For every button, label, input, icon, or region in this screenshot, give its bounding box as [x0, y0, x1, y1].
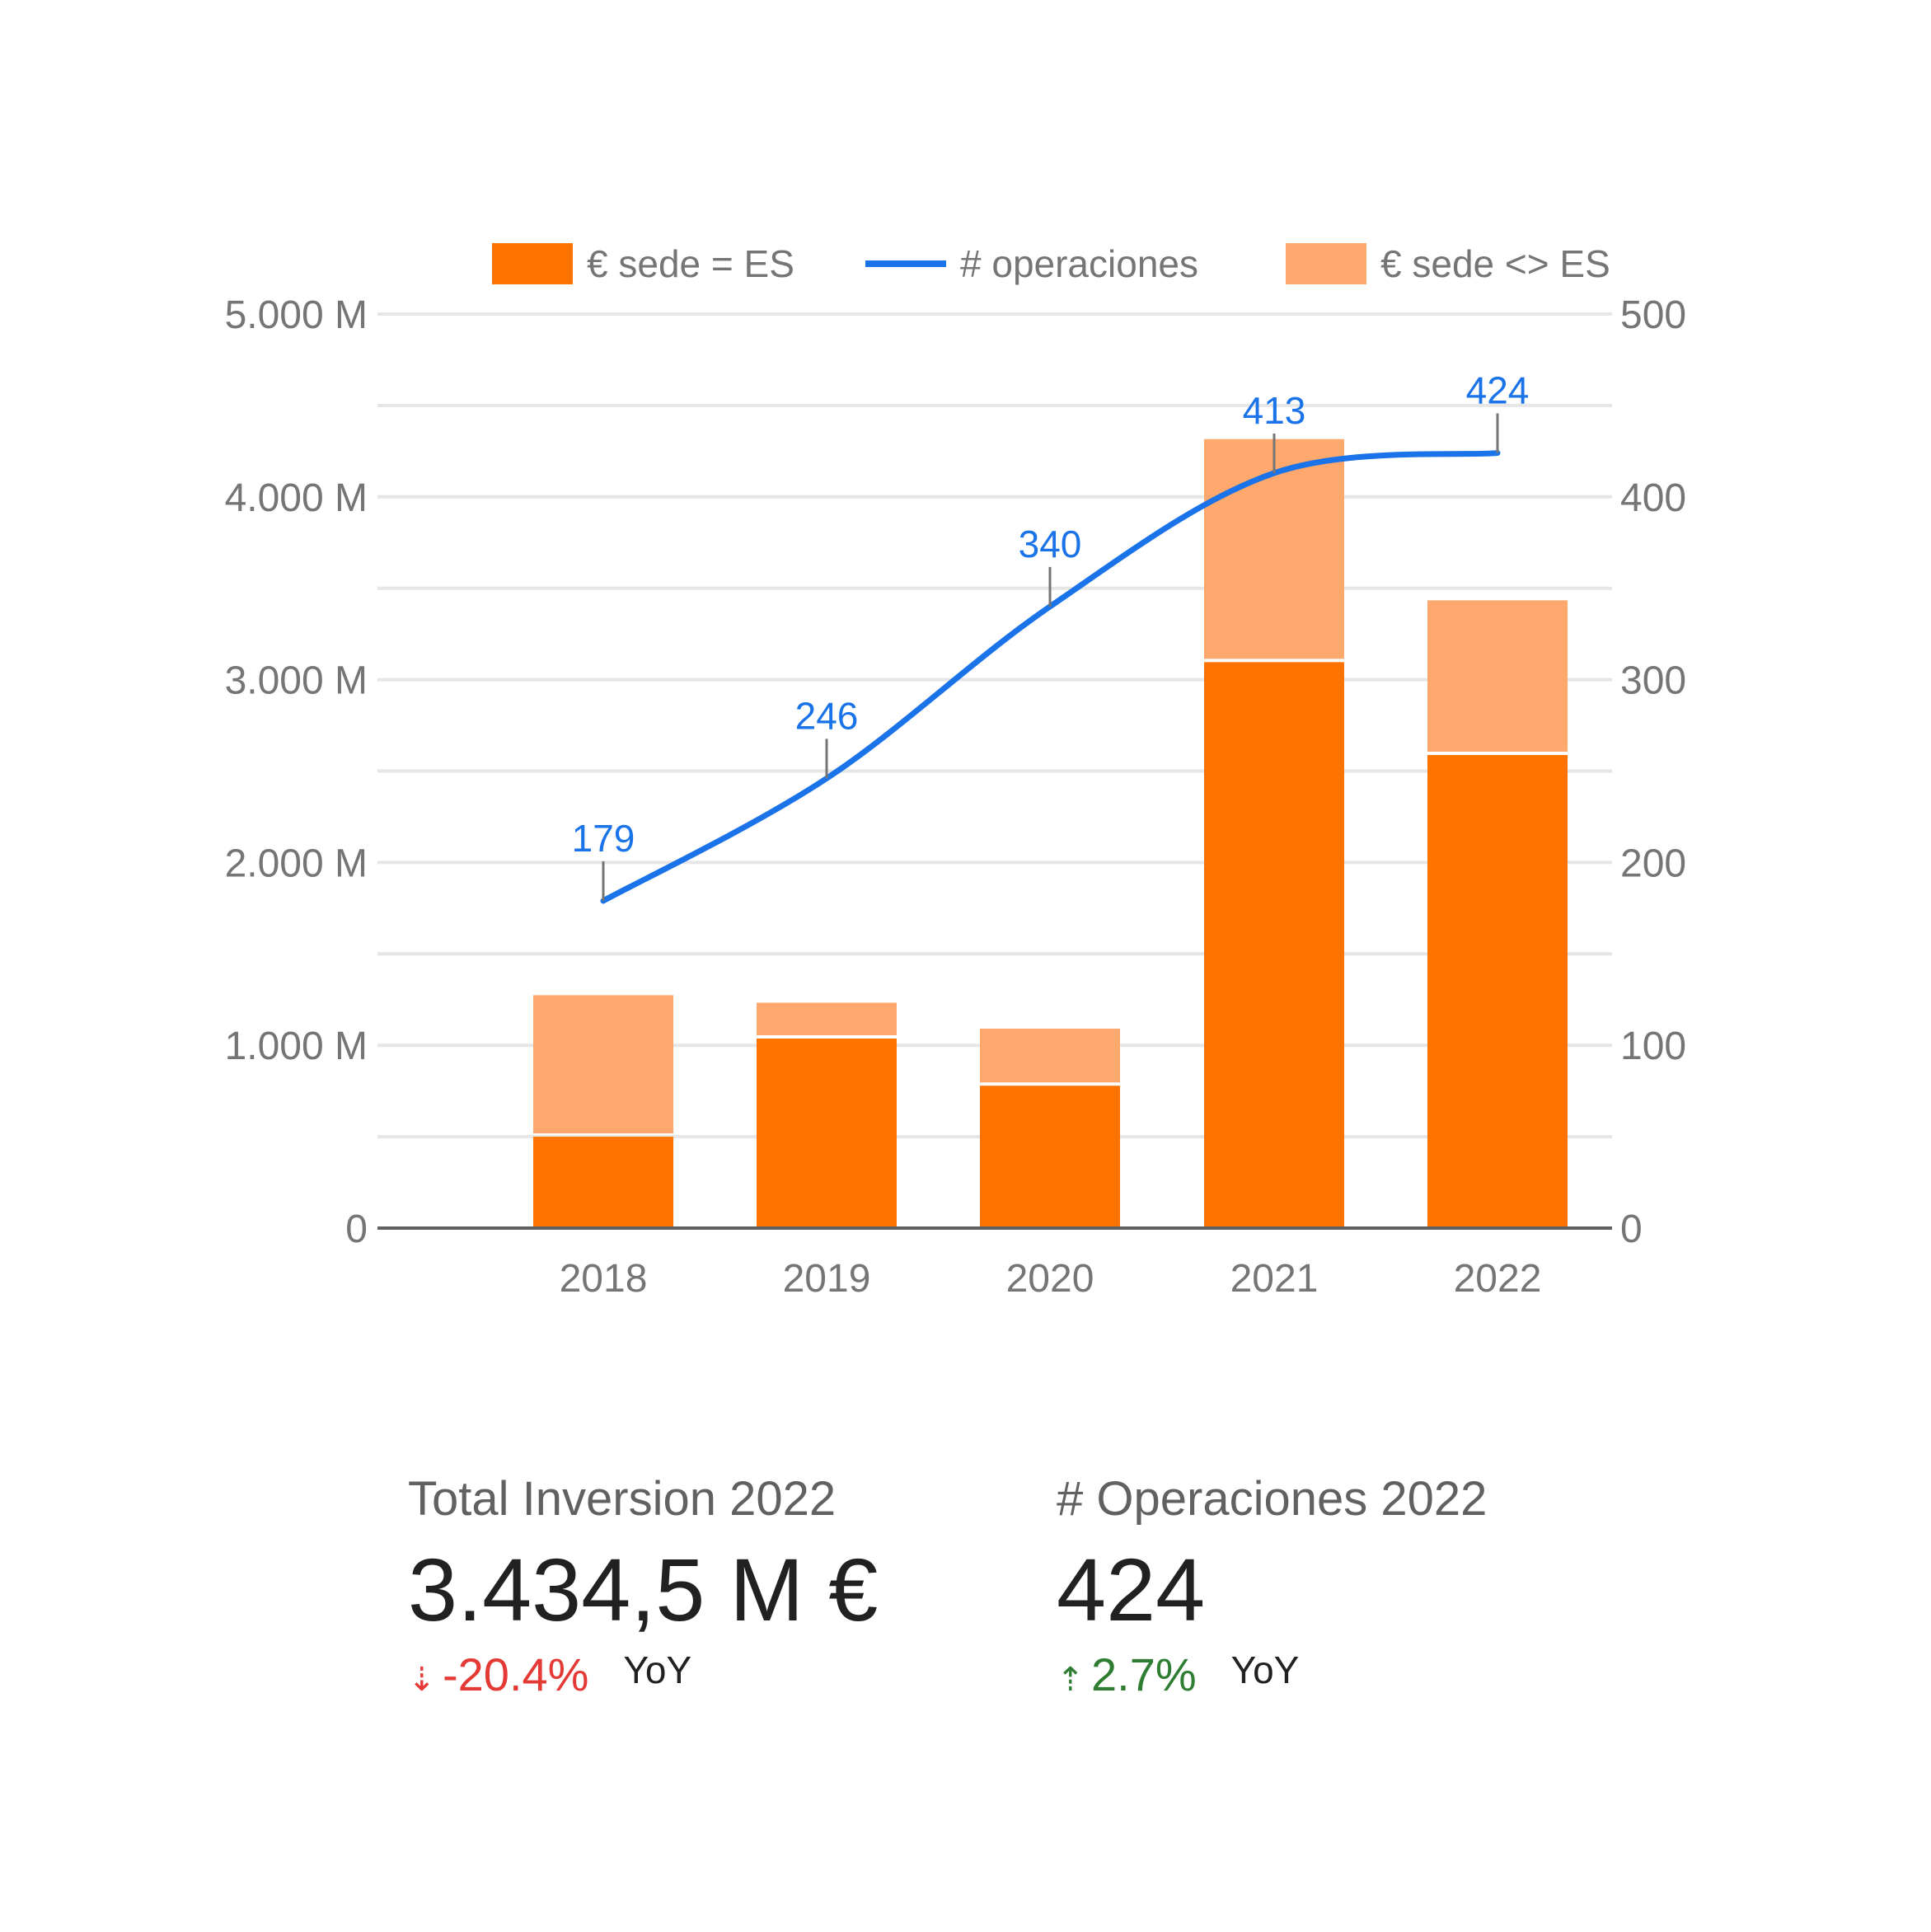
- kpi-operations: # Operaciones 2022 424 ⇡ 2.7% YoY: [1057, 1471, 1487, 1701]
- x-axis-tick: 2018: [560, 1257, 648, 1301]
- legend-item-operaciones[interactable]: # operaciones: [865, 242, 1198, 285]
- kpi-delta: ⇣ -20.4% YoY: [408, 1648, 878, 1701]
- left-axis-tick: 1.000 M: [225, 1025, 368, 1068]
- data-label: 246: [795, 694, 859, 737]
- x-axis-labels: 2018 2019 2020 2021 2022: [560, 1257, 1542, 1301]
- bar-segment-sede-not-es[interactable]: [1427, 600, 1568, 752]
- bar-segment-sede-es[interactable]: [980, 1086, 1120, 1228]
- legend-label: € sede = ES: [587, 242, 794, 285]
- bar-stack-2021[interactable]: [1204, 438, 1344, 1228]
- data-label: 424: [1466, 369, 1530, 412]
- legend-swatch-light-orange: [1286, 243, 1366, 284]
- right-axis-tick: 500: [1620, 293, 1686, 337]
- right-axis: 0 100 200 300 400 500: [1620, 293, 1686, 1251]
- bar-segment-sede-es[interactable]: [1427, 754, 1568, 1228]
- kpi-value: 3.434,5 M €: [408, 1540, 879, 1639]
- bar-segment-sede-es[interactable]: [757, 1038, 897, 1228]
- data-label: 179: [572, 817, 635, 860]
- left-axis-tick: 4.000 M: [225, 476, 368, 520]
- bar-series: [533, 438, 1568, 1228]
- delta-label: YoY: [1230, 1648, 1300, 1691]
- delta-value: 2.7%: [1091, 1648, 1197, 1700]
- kpi-total-investment: Total Inversion 2022 3.434,5 M € ⇣ -20.4…: [408, 1471, 878, 1701]
- right-axis-tick: 200: [1620, 842, 1686, 885]
- x-axis-tick: 2019: [783, 1257, 871, 1301]
- legend-label: # operaciones: [960, 242, 1198, 285]
- kpi-title: # Operaciones 2022: [1057, 1472, 1488, 1526]
- left-axis-tick: 3.000 M: [225, 659, 368, 703]
- bar-segment-sede-es[interactable]: [1204, 662, 1344, 1228]
- right-axis-tick: 100: [1620, 1025, 1686, 1068]
- legend-item-sede-es[interactable]: € sede = ES: [492, 242, 794, 285]
- left-axis-tick: 2.000 M: [225, 842, 368, 885]
- x-axis-tick: 2022: [1454, 1257, 1542, 1301]
- left-axis: 0 1.000 M 2.000 M 3.000 M 4.000 M 5.000 M: [225, 293, 368, 1251]
- combo-chart: € sede = ES # operaciones € sede <> ES 0…: [225, 242, 1687, 1301]
- kpi-delta: ⇡ 2.7% YoY: [1057, 1648, 1487, 1701]
- bar-stack-2022[interactable]: [1427, 600, 1568, 1228]
- bar-stack-2019[interactable]: [757, 1002, 897, 1228]
- left-axis-tick: 5.000 M: [225, 293, 368, 337]
- right-axis-tick: 400: [1620, 476, 1686, 520]
- left-axis-tick: 0: [345, 1208, 368, 1251]
- bar-segment-sede-not-es[interactable]: [533, 995, 673, 1134]
- x-axis-tick: 2020: [1006, 1257, 1094, 1301]
- operations-line[interactable]: [600, 450, 1501, 904]
- bar-segment-sede-not-es[interactable]: [980, 1029, 1120, 1083]
- kpi-title: Total Inversion 2022: [408, 1472, 837, 1526]
- data-label: 340: [1019, 523, 1082, 565]
- arrow-up-icon: ⇡: [1057, 1662, 1085, 1698]
- data-label: 413: [1243, 389, 1306, 432]
- bar-segment-sede-es[interactable]: [533, 1137, 673, 1228]
- legend-swatch-dark-orange: [492, 243, 573, 284]
- bar-stack-2018[interactable]: [533, 995, 673, 1228]
- legend-label: € sede <> ES: [1380, 242, 1610, 285]
- x-axis-tick: 2021: [1230, 1257, 1319, 1301]
- arrow-down-icon: ⇣: [408, 1662, 436, 1698]
- bar-segment-sede-not-es[interactable]: [757, 1002, 897, 1035]
- legend-item-sede-not-es[interactable]: € sede <> ES: [1286, 242, 1610, 285]
- right-axis-tick: 300: [1620, 659, 1686, 703]
- right-axis-tick: 0: [1620, 1208, 1643, 1251]
- delta-label: YoY: [623, 1648, 692, 1691]
- line-series: 179 246 340 413 424: [572, 369, 1530, 904]
- delta-value: -20.4%: [443, 1648, 589, 1700]
- chart-legend: € sede = ES # operaciones € sede <> ES: [492, 242, 1610, 285]
- kpi-value: 424: [1057, 1540, 1206, 1639]
- bar-stack-2020[interactable]: [980, 1029, 1120, 1228]
